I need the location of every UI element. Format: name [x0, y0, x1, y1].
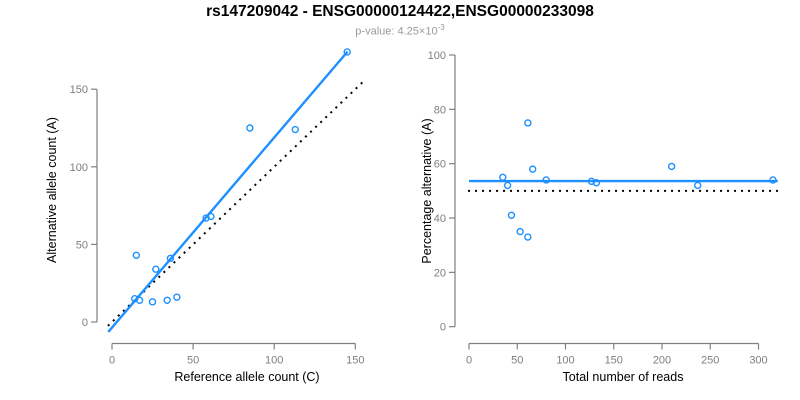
y-tick-label: 20	[434, 267, 446, 279]
x-tick-label: 250	[701, 355, 719, 367]
x-tick-label: 0	[109, 355, 115, 367]
y-tick-label: 60	[434, 159, 446, 171]
x-tick-label: 300	[749, 355, 767, 367]
data-point	[524, 233, 532, 241]
x-axis-label: Reference allele count (C)	[174, 370, 319, 384]
data-point	[207, 212, 215, 221]
x-axis-label: Total number of reads	[563, 370, 684, 384]
data-point	[667, 162, 676, 171]
data-point	[516, 227, 524, 236]
x-tick-label: 0	[466, 355, 472, 367]
data-point	[694, 181, 702, 190]
x-tick-label: 200	[653, 355, 671, 367]
y-tick-label: 100	[70, 162, 88, 174]
y-axis-label: Alternative allele count (A)	[45, 117, 59, 263]
x-tick-label: 50	[511, 355, 523, 367]
plot-subtitle: p-value: 4.25×10-3	[0, 23, 800, 38]
data-point	[152, 265, 160, 273]
y-axis-label: Percentage alternative (A)	[420, 118, 434, 263]
data-point	[528, 165, 537, 173]
plot-title: rs147209042 - ENSG00000124422,ENSG000002…	[206, 3, 594, 20]
data-point	[542, 176, 550, 184]
data-point	[524, 119, 532, 127]
data-point	[173, 293, 181, 301]
regression-line	[107, 50, 349, 333]
x-tick-label: 100	[265, 355, 283, 367]
data-point	[131, 295, 139, 303]
data-point	[507, 211, 516, 220]
data-point	[592, 178, 601, 187]
y-tick-label: 50	[76, 239, 88, 251]
pvalue-text: p-value: 4.25×10	[355, 25, 438, 38]
x-tick-label: 50	[187, 355, 199, 367]
data-point	[163, 296, 171, 304]
x-tick-label: 100	[556, 355, 574, 367]
data-point	[503, 181, 512, 190]
y-tick-label: 40	[434, 213, 446, 225]
data-point	[148, 298, 157, 306]
data-point	[246, 124, 254, 132]
identity-line	[107, 78, 367, 327]
data-point	[499, 173, 507, 181]
y-tick-label: 150	[70, 84, 88, 96]
data-point	[132, 251, 141, 259]
y-tick-label: 0	[440, 322, 446, 334]
data-point	[343, 48, 351, 56]
y-tick-label: 80	[434, 104, 446, 116]
data-point	[769, 176, 777, 184]
right-chart: 0 20 40 60 80 100 0 50 100 150 200 250 300 Total numb…	[420, 50, 779, 384]
data-point	[291, 125, 299, 134]
data-point	[135, 296, 144, 304]
x-tick-label: 150	[605, 355, 623, 367]
data-point	[587, 177, 596, 186]
pvalue-exponent: -3	[437, 23, 445, 32]
data-point	[202, 214, 210, 222]
data-point	[166, 254, 175, 263]
left-chart: 0 50 100 150 0 50 100 150 Reference allele count…	[45, 48, 367, 384]
x-tick-label: 150	[346, 355, 364, 367]
y-tick-label: 100	[428, 50, 446, 62]
y-tick-label: 0	[82, 317, 88, 329]
